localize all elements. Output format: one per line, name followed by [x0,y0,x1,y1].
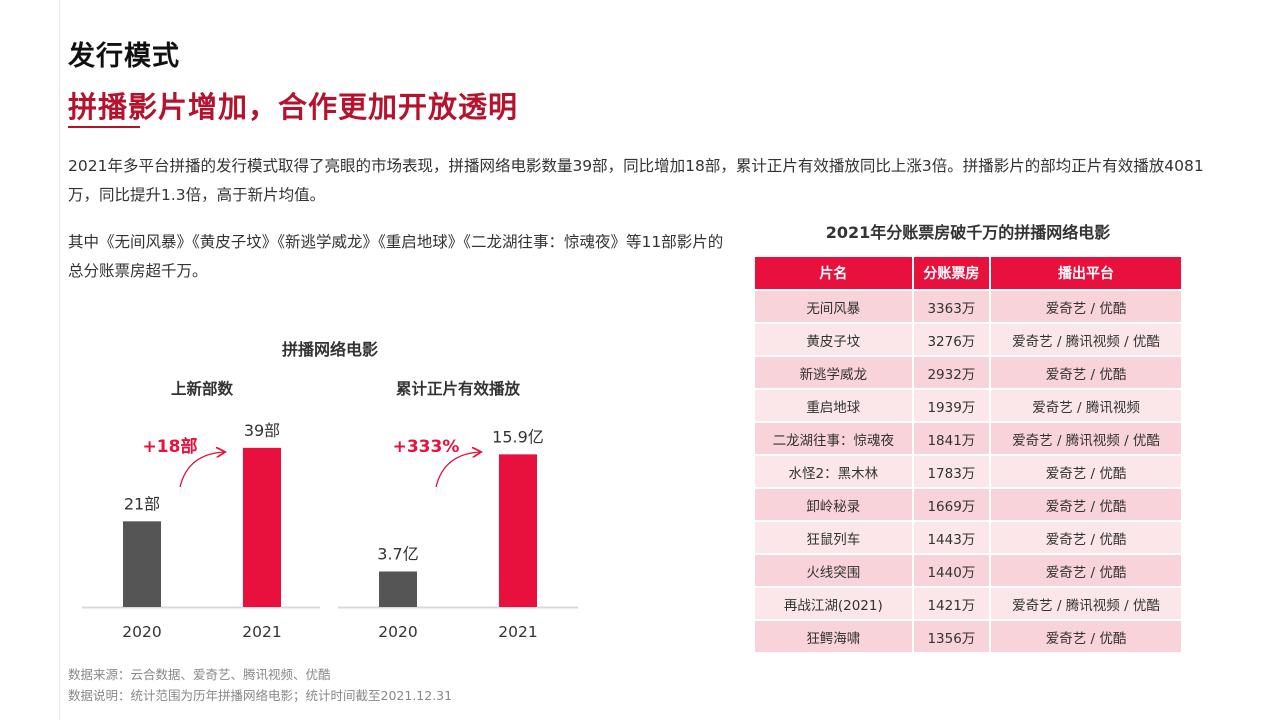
table-cell-platforms: 爱奇艺 / 优酷 [990,487,1181,521]
table-row: 水怪2：黑木林 1783万 爱奇艺 / 优酷 [755,454,1181,488]
left-margin-rule [59,0,60,720]
table-cell-title: 水怪2：黑木林 [755,454,914,488]
table-cell-box-office: 1440万 [912,553,992,587]
table-title: 2021年分账票房破千万的拼播网络电影 [825,223,1111,242]
table-cell-title: 无间风暴 [755,289,914,323]
data-scope-note: 数据说明：统计范围为历年拼播网络电影；统计时间截至2021.12.31 [68,688,453,703]
bar-value-label: 39部 [244,421,280,440]
table-cell-title: 新逃学威龙 [755,355,914,389]
x-tick-label: 2020 [378,623,417,641]
table-cell-box-office: 3363万 [912,289,992,323]
change-label: +18部 [143,436,198,457]
table-cell-box-office: 1939万 [912,388,992,422]
table-cell-title: 黄皮子坟 [755,322,914,356]
page-subtitle: 拼播影片增加，合作更加开放透明 [68,90,519,124]
table-cell-platforms: 爱奇艺 / 优酷 [990,619,1181,652]
growth-arrow [435,452,480,488]
table-cell-box-office: 3276万 [912,322,992,356]
table-row: 二龙湖往事：惊魂夜 1841万 爱奇艺 / 腾讯视频 / 优酷 [755,421,1181,455]
table-cell-box-office: 1356万 [912,619,992,652]
table-cell-platforms: 爱奇艺 / 优酷 [990,454,1181,488]
growth-arrow [179,452,224,488]
table-cell-platforms: 爱奇艺 / 腾讯视频 / 优酷 [990,421,1181,455]
bar-2021 [243,447,281,607]
table-row: 重启地球 1939万 爱奇艺 / 腾讯视频 [755,388,1181,422]
column-header-platforms: 播出平台 [990,257,1181,290]
bar-2020 [379,571,417,607]
table-cell-platforms: 爱奇艺 / 优酷 [990,553,1181,587]
column-header-box-office: 分账票房 [912,257,992,290]
title-underline [68,126,140,128]
table-cell-platforms: 爱奇艺 / 优酷 [990,520,1181,554]
change-label: +333% [393,437,460,457]
table-cell-platforms: 爱奇艺 / 腾讯视频 / 优酷 [990,322,1181,356]
table-cell-box-office: 1669万 [912,487,992,521]
chart-title-new-releases: 上新部数 [170,380,233,398]
bar-2021 [499,454,537,607]
page-title: 发行模式 [68,41,180,72]
table-row: 狂鼠列车 1443万 爱奇艺 / 优酷 [755,520,1181,554]
table-cell-title: 重启地球 [755,388,914,422]
bar-value-label: 21部 [124,494,160,513]
data-source-note: 数据来源：云合数据、爱奇艺、腾讯视频、优酷 [68,667,331,682]
table-cell-platforms: 爱奇艺 / 腾讯视频 / 优酷 [990,586,1181,620]
table-cell-box-office: 1841万 [912,421,992,455]
table-header-row: 片名 分账票房 播出平台 [755,257,1181,290]
table-cell-title: 二龙湖往事：惊魂夜 [755,421,914,455]
charts-title: 拼播网络电影 [281,340,378,359]
table-cell-title: 狂鳄海啸 [755,619,914,652]
table-row: 狂鳄海啸 1356万 爱奇艺 / 优酷 [755,619,1181,652]
bar-2020 [123,521,161,607]
table-row: 火线突围 1440万 爱奇艺 / 优酷 [755,553,1181,587]
table-cell-title: 再战江湖(2021) [755,586,914,620]
table-cell-platforms: 爱奇艺 / 腾讯视频 [990,388,1181,422]
table-cell-title: 火线突围 [755,553,914,587]
table-row: 黄皮子坟 3276万 爱奇艺 / 腾讯视频 / 优酷 [755,322,1181,356]
table-row: 新逃学威龙 2932万 爱奇艺 / 优酷 [755,355,1181,389]
highlight-paragraph: 其中《无间风暴》《黄皮子坟》《新逃学威龙》《重启地球》《二龙湖往事：惊魂夜》等1… [68,233,724,280]
column-header-title: 片名 [755,257,914,290]
intro-paragraph: 2021年多平台拼播的发行模式取得了亮眼的市场表现，拼播网络电影数量39部，同比… [68,157,1204,204]
table-cell-platforms: 爱奇艺 / 优酷 [990,355,1181,389]
table-cell-title: 卸岭秘录 [755,487,914,521]
table-cell-box-office: 1783万 [912,454,992,488]
bar-value-label: 15.9亿 [492,427,544,446]
table-cell-box-office: 1443万 [912,520,992,554]
bar-charts: 21部 2020 39部 2021 +18部 3.7亿 2020 15.9亿 2021 +333% [82,421,578,641]
table-row: 再战江湖(2021) 1421万 爱奇艺 / 腾讯视频 / 优酷 [755,586,1181,620]
table-cell-box-office: 2932万 [912,355,992,389]
table-cell-platforms: 爱奇艺 / 优酷 [990,289,1181,323]
bar-value-label: 3.7亿 [377,544,418,563]
chart-title-plays: 累计正片有效播放 [395,380,520,398]
table-row: 卸岭秘录 1669万 爱奇艺 / 优酷 [755,487,1181,521]
table-cell-title: 狂鼠列车 [755,520,914,554]
table-row: 无间风暴 3363万 爱奇艺 / 优酷 [755,289,1181,323]
x-tick-label: 2020 [122,623,161,641]
x-tick-label: 2021 [242,623,281,641]
table-cell-box-office: 1421万 [912,586,992,620]
box-office-table: 片名 分账票房 播出平台 无间风暴 3363万 爱奇艺 / 优酷 黄皮子坟 3276万爱… [755,257,1181,652]
x-tick-label: 2021 [498,623,537,641]
